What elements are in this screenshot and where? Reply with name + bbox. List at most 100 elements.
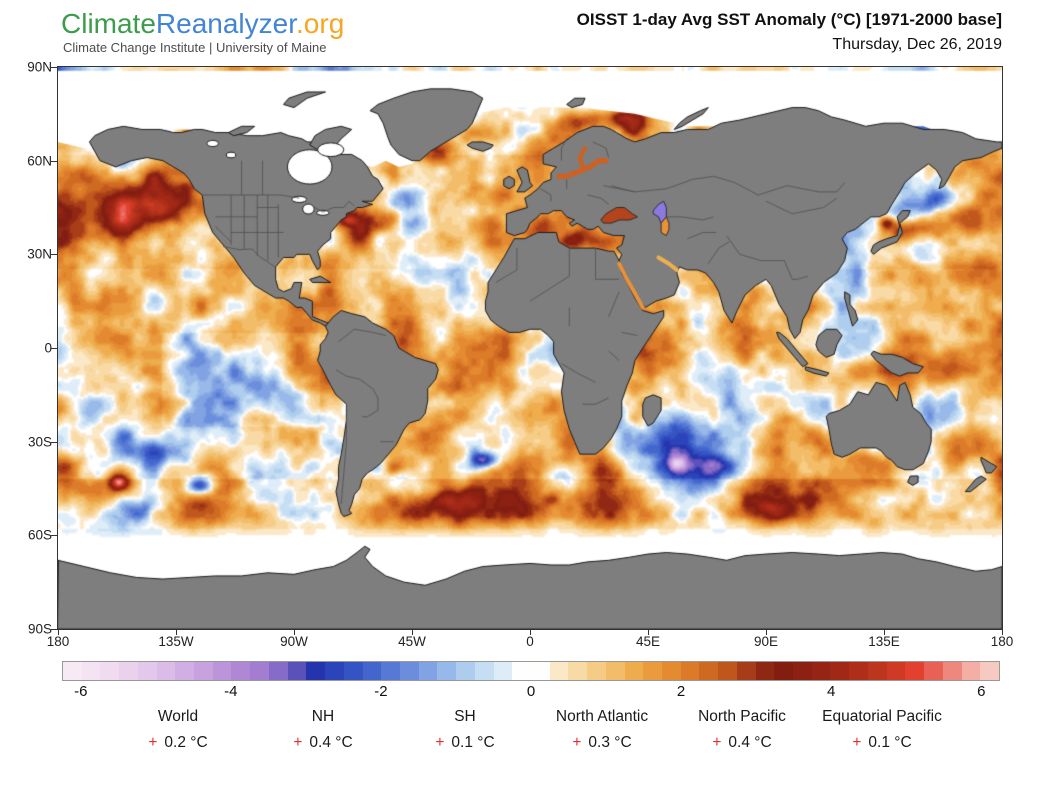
stat-value: +0.3 °C (556, 734, 648, 752)
colorbar-segment (119, 662, 138, 680)
chart-title: OISST 1-day Avg SST Anomaly (°C) [1971-2… (576, 10, 1002, 29)
lon-axis-label: 90W (280, 634, 308, 649)
stat-label: North Pacific (698, 708, 786, 725)
colorbar-segment (662, 662, 681, 680)
sst-anomaly-map (58, 67, 1002, 629)
colorbar-segment (886, 662, 906, 680)
colorbar-segment (343, 662, 363, 680)
lat-axis-label: 30N (27, 246, 52, 262)
lon-tick (884, 629, 885, 635)
stat-value: +0.4 °C (698, 734, 786, 752)
colorbar-segment (418, 662, 438, 680)
colorbar-segment (942, 662, 962, 680)
colorbar-segment (624, 662, 644, 680)
stat-value: +0.1 °C (822, 734, 942, 752)
stat-plus-sign: + (148, 734, 158, 751)
lon-axis-label: 135W (158, 634, 194, 649)
colorbar-segment (512, 662, 531, 680)
colorbar-segment (699, 662, 719, 680)
stat-plus-sign: + (852, 734, 862, 751)
lon-axis-label: 180 (990, 634, 1014, 649)
colorbar-segment (437, 662, 457, 680)
colorbar-segment (306, 662, 326, 680)
logo-part-climate: Climate (61, 8, 156, 39)
lon-tick (648, 629, 649, 635)
colorbar-segment (849, 662, 868, 680)
colorbar-segment (924, 662, 943, 680)
colorbar-segment (718, 662, 737, 680)
lat-axis-label: 60S (27, 527, 52, 543)
lon-tick (766, 629, 767, 635)
colorbar-segment (81, 662, 101, 680)
lat-tick (51, 441, 57, 443)
colorbar-segment (549, 662, 569, 680)
lon-axis-label: 135E (868, 634, 900, 649)
colorbar-segment (212, 662, 232, 680)
colorbar-segment (736, 662, 756, 680)
logo-subtitle: Climate Change Institute | University of… (63, 40, 327, 55)
stat-number: 0.1 °C (451, 734, 495, 751)
lat-tick (51, 348, 57, 349)
lon-axis-label: 0 (526, 634, 534, 649)
colorbar-segment (137, 662, 157, 680)
colorbar-segment (399, 662, 419, 680)
stat-value: +0.1 °C (435, 734, 494, 752)
colorbar-segment (530, 662, 550, 680)
colorbar-tick-label: -2 (374, 683, 388, 700)
colorbar-segment (830, 662, 850, 680)
colorbar-tick-label: 0 (526, 683, 536, 700)
colorbar-segment (587, 662, 606, 680)
colorbar-segment (793, 662, 812, 680)
site-logo[interactable]: ClimateReanalyzer.org (61, 8, 344, 40)
title-block: OISST 1-day Avg SST Anomaly (°C) [1971-2… (577, 10, 1002, 54)
stat-number: 0.2 °C (164, 734, 208, 751)
colorbar-segment (194, 662, 213, 680)
stat-label: SH (454, 708, 476, 725)
colorbar-segment (755, 662, 775, 680)
lat-tick (51, 67, 57, 68)
colorbar-tick-label: 6 (977, 683, 986, 700)
lon-tick (294, 629, 295, 635)
logo-part-reanalyzer: Reanalyzer (155, 8, 297, 39)
colorbar-segment (381, 662, 400, 680)
colorbar-tick-label: -6 (74, 683, 88, 700)
colorbar-segment (774, 662, 794, 680)
colorbar-segment (905, 662, 925, 680)
colorbar-segment (156, 662, 176, 680)
colorbar-segment (325, 662, 344, 680)
stat-label: Equatorial Pacific (822, 708, 942, 725)
colorbar-segment (456, 662, 475, 680)
lat-tick (51, 535, 57, 537)
stat-plus-sign: + (572, 734, 582, 751)
lon-axis-label: 45W (398, 634, 426, 649)
stat-number: 0.1 °C (868, 734, 912, 751)
colorbar-segment (811, 662, 831, 680)
colorbar-segment (867, 662, 887, 680)
colorbar-segment (362, 662, 382, 680)
stat-label: World (157, 708, 199, 725)
lat-tick (51, 160, 57, 162)
colorbar-segment (568, 662, 588, 680)
stat-item-world: World +0.2 °C (148, 708, 207, 752)
lon-axis-label: 180 (46, 634, 70, 649)
stat-value: +0.4 °C (293, 734, 352, 752)
stat-plus-sign: + (293, 734, 303, 751)
colorbar-segment (287, 662, 307, 680)
colorbar-segment (980, 662, 999, 680)
colorbar-tick-label: -4 (224, 683, 238, 700)
lat-axis-label: 60N (27, 153, 52, 169)
lon-tick (530, 629, 531, 635)
stat-label: NH (311, 708, 335, 725)
colorbar-segment (100, 662, 120, 680)
lat-axis-label: 0 (44, 340, 52, 356)
colorbar-segment (175, 662, 195, 680)
colorbar-segment (63, 662, 82, 680)
lon-tick (176, 629, 177, 635)
stat-item-nh: NH +0.4 °C (293, 708, 352, 752)
lon-tick (1002, 629, 1003, 635)
lat-axis-label: 90N (27, 59, 52, 75)
colorbar-segment (643, 662, 662, 680)
chart-date: Thursday, Dec 26, 2019 (832, 36, 1002, 53)
stat-item-equatorial-pacific: Equatorial Pacific +0.1 °C (822, 708, 942, 752)
